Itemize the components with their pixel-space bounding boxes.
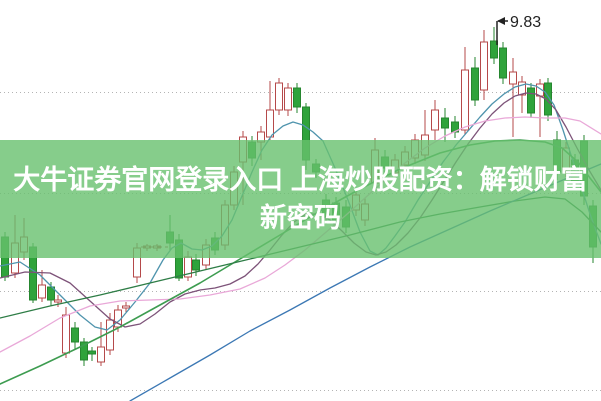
candle-down	[544, 82, 552, 116]
candle-down	[71, 327, 79, 343]
candle-up	[122, 305, 130, 309]
candle-down	[88, 350, 96, 355]
candle-up	[266, 109, 274, 138]
headline-line2: 新密码	[260, 203, 341, 233]
candle-up	[284, 87, 292, 111]
candle-down	[47, 286, 55, 301]
candle-up	[106, 319, 114, 351]
candle-down	[527, 87, 535, 114]
candle-down	[293, 87, 301, 108]
candle-up	[38, 284, 46, 299]
candle-up	[480, 41, 488, 91]
candle-up	[62, 314, 70, 354]
candle-down	[192, 259, 200, 271]
headline-line1: 大牛证券官网登录入口 上海炒股配资：解锁财富	[13, 165, 588, 195]
headline-banner-overlay: 大牛证券官网登录入口 上海炒股配资：解锁财富 新密码	[0, 140, 601, 258]
price-annotation-label: 9.83	[510, 14, 541, 31]
candle-up	[275, 82, 283, 111]
candle-up	[97, 346, 105, 363]
candle-down	[441, 117, 449, 129]
annotation-arrowhead	[497, 17, 505, 25]
candle-up	[431, 109, 439, 131]
candle-up	[509, 71, 517, 85]
candle-down	[490, 40, 498, 59]
candle-up	[461, 69, 469, 131]
candle-down	[80, 341, 88, 361]
candle-down	[471, 67, 479, 101]
candle-down	[499, 47, 507, 79]
candle-up	[518, 81, 526, 96]
candle-up	[54, 299, 62, 303]
